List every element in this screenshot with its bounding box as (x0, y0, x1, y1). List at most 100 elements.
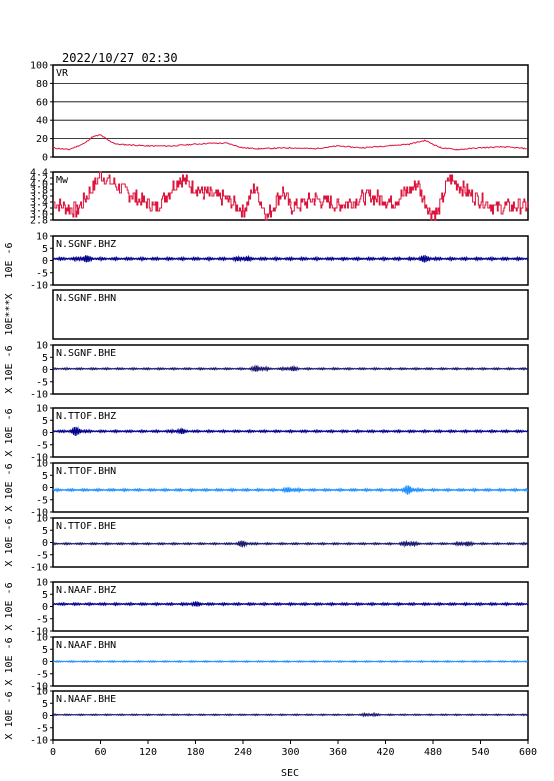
y-tick-label: -10 (30, 563, 48, 574)
y-tick-label: -5 (36, 614, 48, 625)
series-line (52, 539, 529, 548)
series-line (52, 600, 529, 608)
series-line (52, 659, 529, 664)
y-axis-label: X 10E -6 (4, 463, 15, 511)
y-tick-label: 3.2 (30, 204, 48, 215)
y-tick-label: -5 (36, 669, 48, 680)
y-tick-label: -10 (30, 682, 48, 693)
panel-mw: Mw 2.83.03.23.43.63.84.04.24.4 (30, 168, 529, 227)
y-tick-label: 10 (36, 404, 48, 415)
panel-label: N.NAAF.BHN (56, 640, 116, 651)
y-tick-label: 0 (42, 711, 48, 722)
y-tick-label: 10 (36, 341, 48, 352)
panel-label: N.TTOF.BHN (56, 466, 116, 477)
y-tick-label: 80 (36, 79, 48, 90)
x-tick-label: 420 (376, 747, 394, 758)
x-tick-label: 300 (281, 747, 299, 758)
y-tick-label: 3.0 (30, 210, 48, 221)
series-line (52, 254, 529, 263)
panel-vr: VR 0 20 40 60 80 100 (30, 61, 529, 164)
x-axis: 0 60 120 180 240 300 360 420 480 540 600 (50, 740, 537, 758)
panel-n-sgnf-bhn: N.SGNF.BHN 10E***X (4, 289, 529, 340)
y-tick-label: -10 (30, 453, 48, 464)
y-tick-label: 0 (42, 365, 48, 376)
panel-frame (52, 171, 529, 221)
panel-label: N.SGNF.BHZ (56, 239, 116, 250)
panel-label: N.TTOF.BHZ (56, 411, 116, 422)
y-axis-label: 10E***X (4, 293, 15, 335)
y-tick-label: 5 (42, 416, 48, 427)
x-tick-label: 480 (424, 747, 442, 758)
y-tick-label: 4.0 (30, 180, 48, 191)
panel-stack: VR020406080100Mw2.83.03.23.43.63.84.04.2… (4, 61, 529, 747)
y-tick-label: 10 (36, 459, 48, 470)
panel-label: N.NAAF.BHZ (56, 585, 116, 596)
y-tick-label: 5 (42, 244, 48, 255)
series-line (53, 171, 529, 221)
y-tick-label: 10 (36, 232, 48, 243)
y-tick-label: -5 (36, 495, 48, 506)
series-line (52, 134, 527, 151)
y-tick-label: 10 (36, 514, 48, 525)
y-axis-label: X 10E -6 (4, 637, 15, 685)
y-tick-label: 10 (36, 687, 48, 698)
y-axis-label: X 10E -6 (4, 518, 15, 566)
x-tick-label: 600 (519, 747, 537, 758)
y-axis-label: 10E -6 (4, 242, 15, 278)
panel-frame (52, 64, 529, 158)
y-tick-label: 0 (42, 602, 48, 613)
y-tick-label: -10 (30, 390, 48, 401)
figure-timestamp: 2022/10/27 02:30 (62, 51, 178, 65)
series-line (52, 364, 529, 373)
y-tick-label: -5 (36, 268, 48, 279)
y-tick-label: 5 (42, 699, 48, 710)
y-tick-label: 5 (42, 645, 48, 656)
panel-label: Mw (56, 175, 69, 186)
y-tick-label: 10 (36, 633, 48, 644)
y-tick-label: 20 (36, 134, 48, 145)
y-tick-label: -5 (36, 550, 48, 561)
y-tick-label: 60 (36, 97, 48, 108)
y-tick-label: 0 (42, 256, 48, 267)
y-axis-label: X 10E -6 (4, 691, 15, 739)
panel-label: N.SGNF.BHN (56, 293, 116, 304)
x-tick-label: 0 (50, 747, 56, 758)
y-tick-label: 4.2 (30, 174, 48, 185)
y-tick-label: 3.6 (30, 192, 48, 203)
y-tick-label: 5 (42, 471, 48, 482)
x-tick-label: 180 (186, 747, 204, 758)
panel-label: VR (56, 68, 69, 79)
series-line (52, 426, 529, 437)
y-tick-label: -10 (30, 281, 48, 292)
y-tick-label: 5 (42, 526, 48, 537)
y-tick-label: -10 (30, 627, 48, 638)
y-tick-label: 40 (36, 116, 48, 127)
y-tick-label: 0 (42, 153, 48, 164)
panel-label: N.NAAF.BHE (56, 694, 116, 705)
x-tick-label: 60 (94, 747, 106, 758)
series-line (52, 711, 529, 718)
y-tick-label: 5 (42, 353, 48, 364)
y-tick-label: -5 (36, 440, 48, 451)
panel-frame (52, 407, 529, 458)
y-tick-label: 0 (42, 483, 48, 494)
x-tick-label: 240 (234, 747, 252, 758)
y-tick-label: 3.4 (30, 198, 48, 209)
y-tick-label: 100 (30, 61, 48, 72)
y-tick-label: 3.8 (30, 186, 48, 197)
panel-frame (52, 462, 529, 513)
y-tick-label: 0 (42, 657, 48, 668)
x-axis-label: SEC (281, 768, 299, 779)
panel-frame (52, 289, 529, 340)
y-tick-label: -10 (30, 508, 48, 519)
y-tick-label: 0 (42, 428, 48, 439)
x-tick-label: 120 (139, 747, 157, 758)
